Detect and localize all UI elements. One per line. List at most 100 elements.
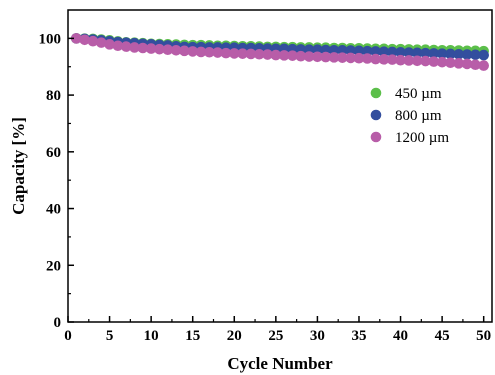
x-tick-label: 40 bbox=[393, 328, 408, 344]
data-point bbox=[420, 47, 431, 59]
legend-marker bbox=[370, 87, 382, 99]
data-point bbox=[353, 52, 365, 64]
data-point bbox=[411, 55, 423, 67]
data-point bbox=[278, 50, 290, 61]
data-point bbox=[195, 46, 207, 58]
data-point bbox=[353, 45, 365, 57]
data-point bbox=[328, 52, 340, 63]
data-point bbox=[137, 42, 149, 54]
data-point bbox=[170, 44, 182, 56]
y-tick-label: 60 bbox=[46, 145, 61, 161]
legend-marker bbox=[370, 109, 382, 121]
data-point bbox=[71, 33, 82, 44]
legend-item: 450 µm bbox=[370, 86, 442, 102]
x-tick-label: 30 bbox=[310, 328, 325, 344]
data-point bbox=[204, 46, 215, 58]
data-point bbox=[386, 46, 398, 58]
x-axis: 0 5 10 15 20 25 30 35 40 45 50 bbox=[64, 316, 491, 344]
data-point bbox=[361, 45, 373, 57]
x-tick-label: 10 bbox=[144, 328, 159, 344]
x-axis-label: Cycle Number bbox=[227, 354, 333, 373]
x-tick-label: 35 bbox=[351, 328, 366, 344]
data-point bbox=[295, 50, 307, 62]
data-point bbox=[378, 54, 390, 65]
y-tick-label: 100 bbox=[39, 31, 62, 47]
data-point bbox=[436, 56, 448, 68]
data-point bbox=[228, 48, 240, 59]
data-point bbox=[79, 34, 90, 46]
data-point bbox=[220, 47, 232, 59]
data-point bbox=[312, 51, 323, 63]
data-point bbox=[386, 54, 398, 65]
data-point bbox=[470, 59, 481, 71]
data-point bbox=[129, 42, 140, 53]
data-point bbox=[453, 48, 465, 60]
y-axis-label: Capacity [%] bbox=[9, 117, 28, 215]
data-point bbox=[337, 44, 348, 56]
data-point bbox=[179, 45, 190, 57]
data-point bbox=[87, 35, 99, 47]
data-point bbox=[145, 43, 157, 54]
legend-item: 1200 µm bbox=[370, 130, 449, 146]
data-point bbox=[187, 46, 199, 57]
data-point bbox=[270, 49, 282, 61]
x-tick-label: 5 bbox=[106, 328, 114, 344]
data-point bbox=[378, 46, 390, 57]
legend-label: 450 µm bbox=[395, 86, 442, 102]
data-point bbox=[461, 58, 473, 70]
data-point bbox=[120, 41, 132, 52]
data-point bbox=[337, 52, 348, 63]
data-point bbox=[470, 49, 481, 61]
data-point bbox=[436, 48, 448, 59]
data-point bbox=[112, 40, 124, 52]
x-tick-label: 0 bbox=[64, 328, 72, 344]
data-point bbox=[420, 55, 431, 67]
legend-label: 1200 µm bbox=[395, 130, 449, 146]
data-point bbox=[370, 53, 381, 65]
data-point bbox=[245, 48, 257, 60]
data-point bbox=[95, 37, 107, 48]
data-point bbox=[262, 49, 273, 60]
data-point bbox=[428, 56, 440, 67]
data-point bbox=[445, 57, 456, 69]
data-point bbox=[320, 51, 332, 63]
y-tick-label: 80 bbox=[46, 88, 61, 104]
data-point bbox=[461, 49, 473, 60]
data-point bbox=[104, 39, 115, 50]
data-point bbox=[428, 48, 440, 59]
series-3 bbox=[71, 33, 489, 71]
data-point bbox=[237, 48, 248, 59]
data-point bbox=[445, 48, 456, 60]
data-point bbox=[370, 46, 381, 57]
data-points bbox=[71, 33, 489, 71]
y-tick-label: 0 bbox=[54, 315, 62, 331]
x-tick-label: 25 bbox=[268, 328, 283, 344]
data-point bbox=[403, 47, 415, 58]
data-point bbox=[154, 43, 165, 55]
data-point bbox=[345, 45, 356, 56]
x-tick-label: 50 bbox=[476, 328, 491, 344]
data-point bbox=[162, 44, 174, 56]
data-point bbox=[395, 54, 406, 66]
data-point bbox=[361, 53, 373, 64]
data-point bbox=[212, 47, 223, 58]
data-point bbox=[395, 46, 406, 58]
data-point bbox=[345, 52, 356, 64]
legend: 450 µm 800 µm 1200 µm bbox=[370, 86, 449, 146]
y-axis: 0 20 40 60 80 100 bbox=[39, 31, 74, 331]
data-point bbox=[287, 50, 298, 61]
legend-label: 800 µm bbox=[395, 108, 442, 124]
x-tick-label: 20 bbox=[227, 328, 242, 344]
y-tick-label: 40 bbox=[46, 202, 61, 218]
data-point bbox=[453, 58, 465, 69]
data-point bbox=[253, 48, 265, 60]
data-point bbox=[403, 55, 415, 66]
data-point bbox=[303, 51, 315, 62]
legend-marker bbox=[370, 131, 382, 143]
x-tick-label: 15 bbox=[185, 328, 200, 344]
y-tick-label: 20 bbox=[46, 258, 61, 274]
data-point bbox=[478, 60, 489, 71]
legend-item: 800 µm bbox=[370, 108, 442, 124]
x-tick-label: 45 bbox=[435, 328, 450, 344]
